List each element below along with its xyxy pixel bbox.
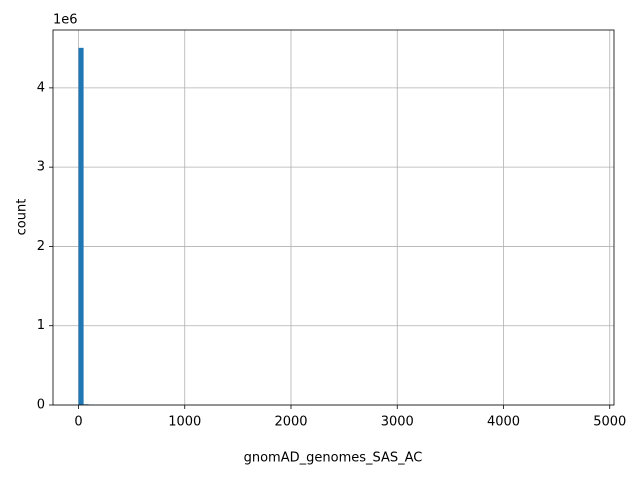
x-tick-label: 0 [74, 415, 82, 430]
plot-frame [52, 29, 615, 406]
x-tick-label: 5000 [593, 415, 626, 430]
y-tick-label: 2 [37, 239, 45, 254]
y-offset-text: 1e6 [53, 13, 78, 28]
x-tick-label: 2000 [274, 415, 307, 430]
x-axis-label: gnomAD_genomes_SAS_AC [244, 451, 423, 466]
bar [78, 47, 84, 406]
y-tick-label: 3 [37, 160, 45, 175]
x-tick-label: 4000 [487, 415, 520, 430]
y-tick-label: 1 [37, 318, 45, 333]
y-tick-label: 4 [37, 80, 45, 95]
y-tick-label: 0 [37, 398, 45, 413]
y-axis-label: count [15, 199, 30, 236]
x-tick-label: 3000 [381, 415, 414, 430]
x-tick-label: 1000 [168, 415, 201, 430]
